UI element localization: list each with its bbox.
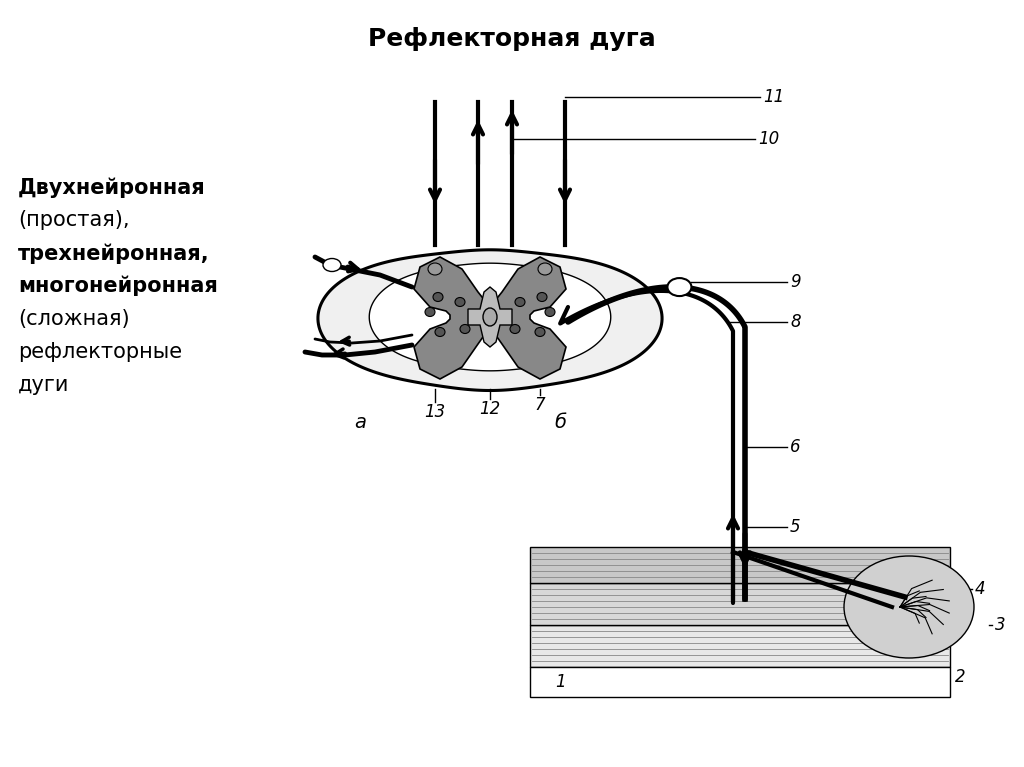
- Text: 13: 13: [424, 403, 445, 421]
- Bar: [530, 583, 950, 625]
- Polygon shape: [414, 257, 566, 379]
- Ellipse shape: [844, 556, 974, 658]
- Polygon shape: [468, 287, 512, 347]
- Ellipse shape: [433, 292, 443, 301]
- Text: 11: 11: [763, 88, 784, 106]
- Polygon shape: [370, 263, 610, 370]
- Ellipse shape: [323, 258, 341, 272]
- Ellipse shape: [538, 263, 552, 275]
- Ellipse shape: [668, 278, 691, 296]
- Text: (сложная): (сложная): [18, 309, 130, 329]
- Text: рефлекторные: рефлекторные: [18, 342, 182, 362]
- Text: (простая),: (простая),: [18, 210, 129, 230]
- Ellipse shape: [537, 292, 547, 301]
- Text: 4: 4: [975, 580, 986, 598]
- Ellipse shape: [510, 324, 520, 334]
- Text: 8: 8: [790, 313, 801, 331]
- Text: трехнейронная,: трехнейронная,: [18, 243, 210, 264]
- Ellipse shape: [428, 263, 442, 275]
- Text: 2: 2: [955, 668, 966, 686]
- Text: 9: 9: [790, 273, 801, 291]
- Text: 12: 12: [479, 400, 501, 418]
- Text: б: б: [554, 413, 566, 432]
- Ellipse shape: [483, 308, 497, 326]
- Ellipse shape: [545, 308, 555, 317]
- Text: 3: 3: [995, 616, 1006, 634]
- Ellipse shape: [460, 324, 470, 334]
- Text: 7: 7: [535, 396, 546, 414]
- Text: дуги: дуги: [18, 375, 70, 395]
- Ellipse shape: [435, 328, 445, 337]
- Text: Рефлекторная дуга: Рефлекторная дуга: [368, 27, 656, 51]
- Text: Двухнейронная: Двухнейронная: [18, 177, 206, 197]
- Bar: [530, 547, 950, 583]
- Text: 6: 6: [790, 438, 801, 456]
- Text: многонейронная: многонейронная: [18, 276, 218, 297]
- Text: 1: 1: [555, 673, 565, 691]
- Bar: [530, 667, 950, 697]
- Ellipse shape: [455, 298, 465, 307]
- Text: 10: 10: [758, 130, 779, 148]
- Polygon shape: [317, 250, 663, 390]
- Ellipse shape: [425, 308, 435, 317]
- Ellipse shape: [515, 298, 525, 307]
- Text: 5: 5: [790, 518, 801, 536]
- Text: а: а: [354, 413, 366, 432]
- Ellipse shape: [535, 328, 545, 337]
- Bar: [530, 625, 950, 667]
